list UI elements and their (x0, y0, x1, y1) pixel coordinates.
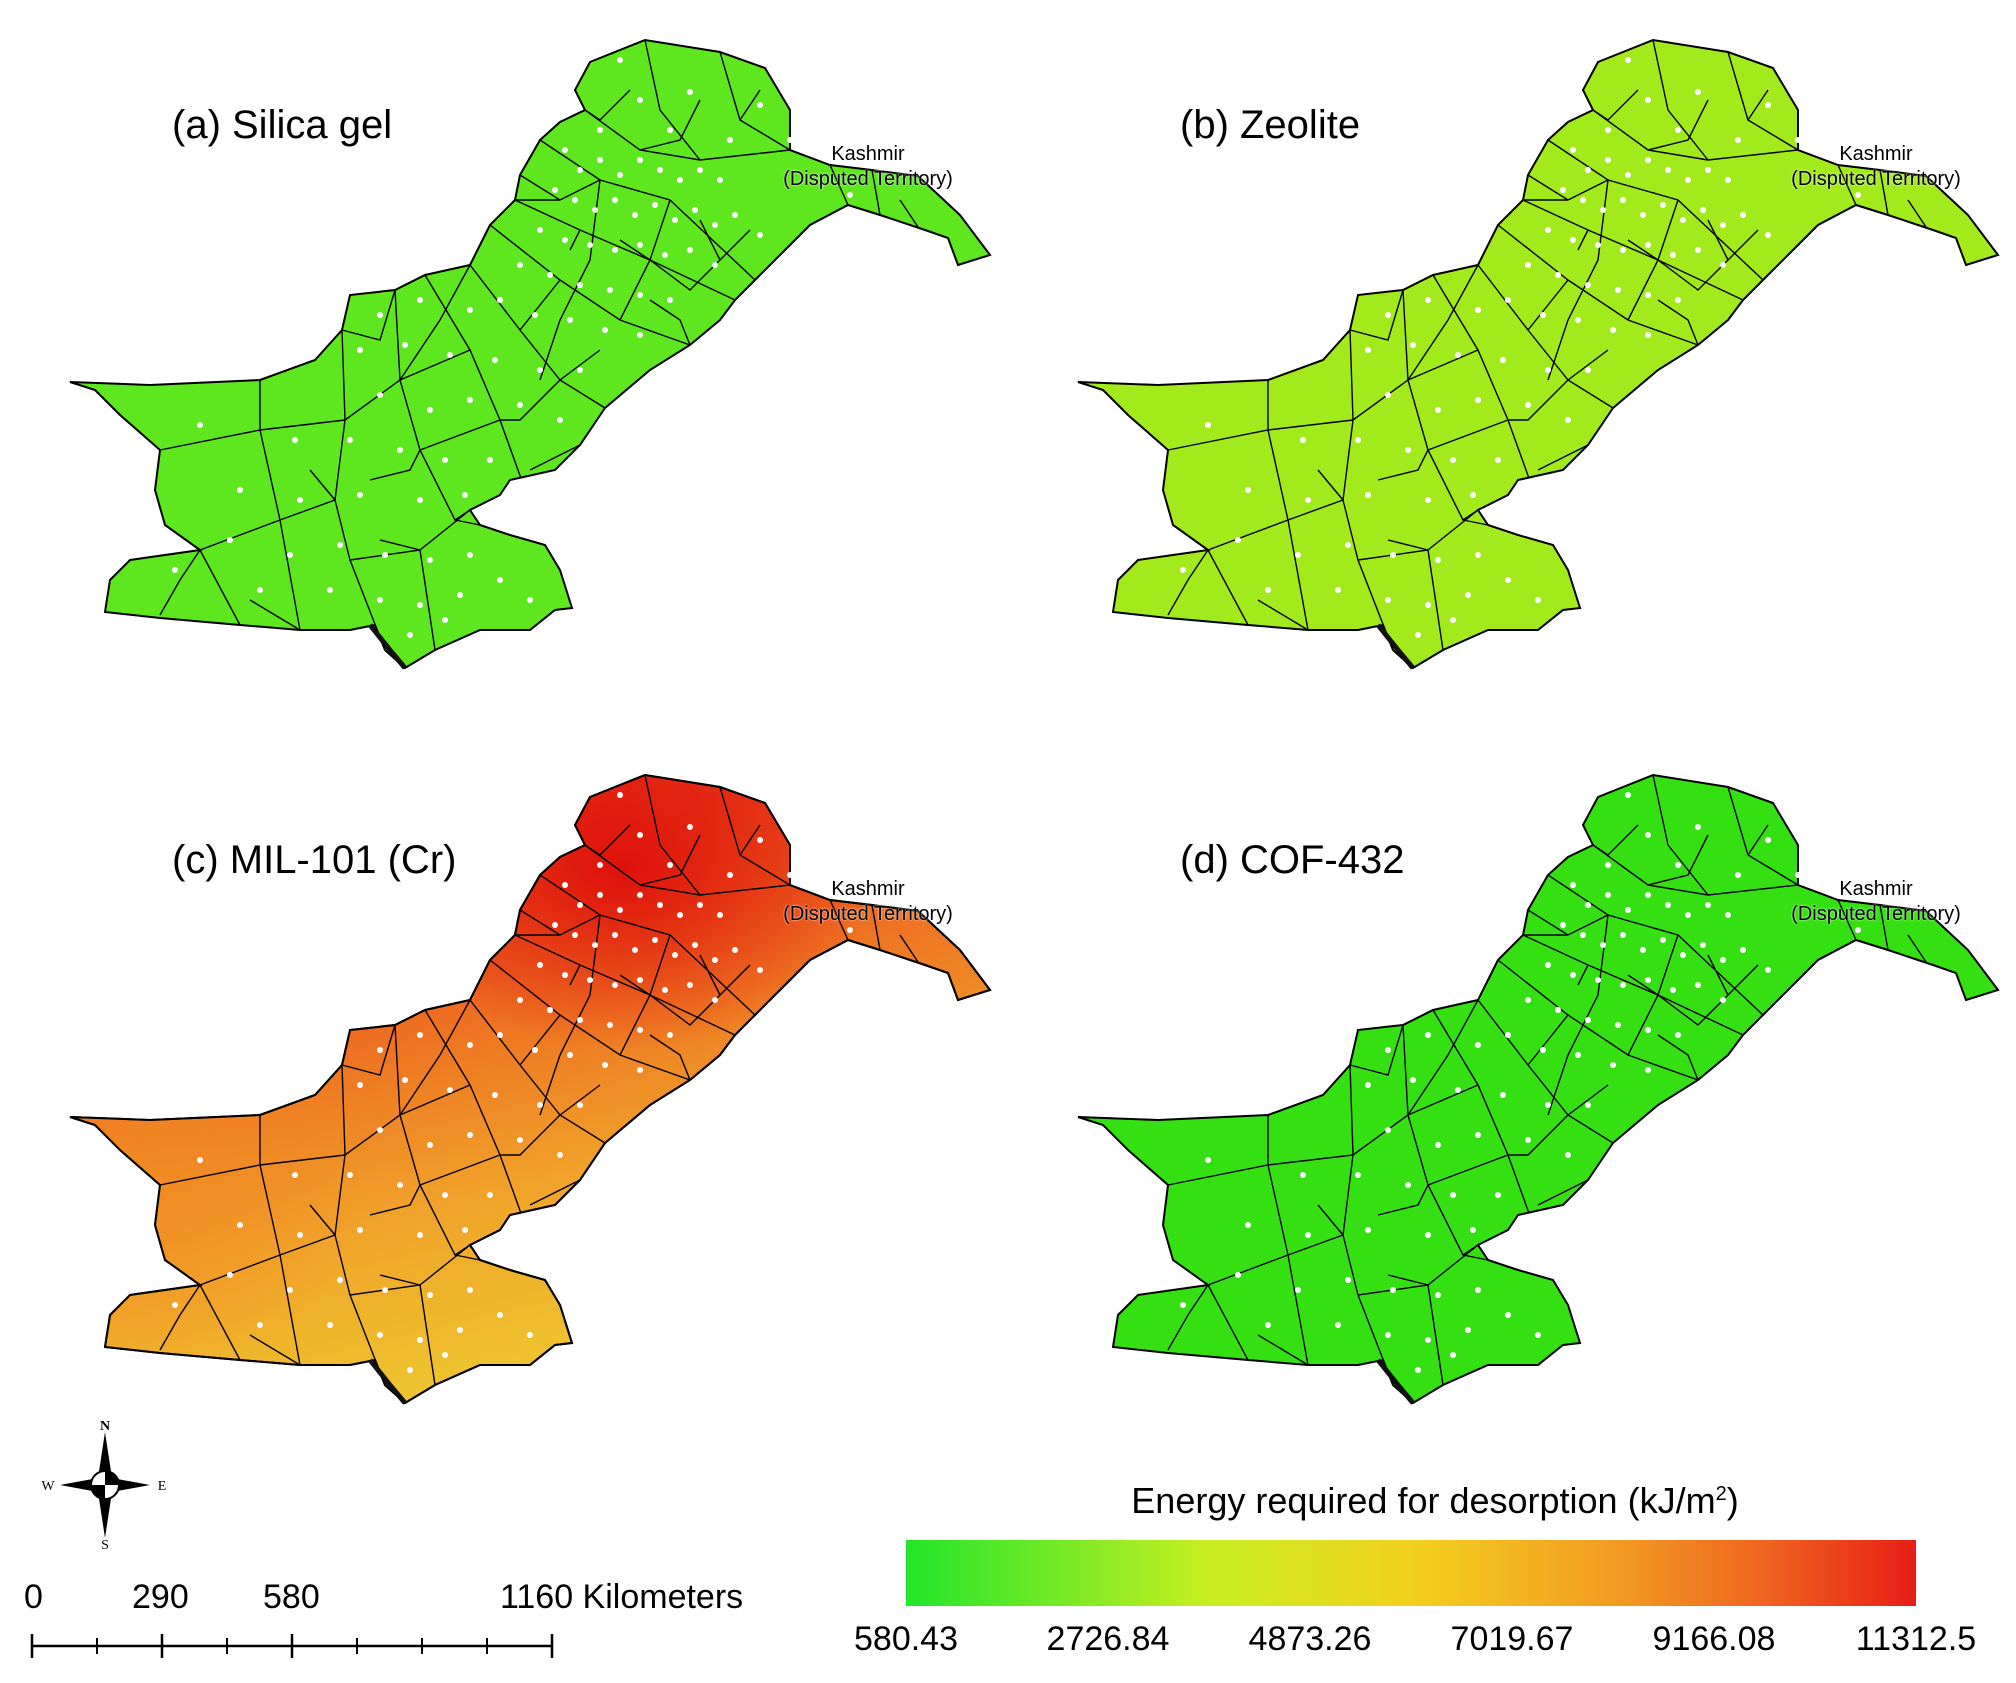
compass-east: E (158, 1479, 167, 1494)
kashmir-name: Kashmir (831, 878, 905, 900)
kashmir-note: (Disputed Territory) (783, 168, 953, 190)
compass-south: S (101, 1538, 109, 1550)
legend-tick: 9166.08 (1652, 1620, 1776, 1658)
kashmir-label: Kashmir (Disputed Territory) (1766, 142, 1986, 192)
map-panel-silica-gel: (a) Silica gel Kashmir (Disputed Territo… (0, 0, 1008, 735)
scale-label-0: 0 (24, 1578, 43, 1616)
legend-tick: 4873.26 (1248, 1620, 1372, 1658)
compass-west: W (41, 1479, 55, 1494)
legend-color-bar (906, 1540, 1916, 1606)
panel-title: (b) Zeolite (1180, 103, 1361, 147)
scale-label-290: 290 (132, 1578, 189, 1616)
pakistan-map-silica-gel (69, 39, 991, 670)
kashmir-name: Kashmir (831, 143, 905, 165)
map-panel-zeolite: (b) Zeolite Kashmir (Disputed Territory) (1008, 0, 2016, 735)
color-legend: Energy required for desorption (kJ/m2) 5… (854, 1480, 2010, 1670)
legend-tick: 580.43 (854, 1620, 958, 1658)
pakistan-map-zeolite (1077, 39, 1999, 670)
kashmir-note: (Disputed Territory) (1791, 903, 1961, 925)
kashmir-note: (Disputed Territory) (783, 903, 953, 925)
panel-title: (a) Silica gel (172, 103, 393, 147)
pakistan-map-mil-101 (69, 774, 991, 1405)
legend-title-text: Energy required for desorption (kJ/m (1131, 1480, 1716, 1521)
kashmir-label: Kashmir (Disputed Territory) (1766, 877, 1986, 927)
map-panel-mil-101: (c) MIL-101 (Cr) Kashmir (Disputed Terri… (0, 735, 1008, 1470)
map-panel-cof-432: (d) COF-432 Kashmir (Disputed Territory) (1008, 735, 2016, 1470)
kashmir-label: Kashmir (Disputed Territory) (758, 877, 978, 927)
north-arrow-icon: N S W E (40, 1419, 170, 1553)
legend-tick: 2726.84 (1046, 1620, 1170, 1658)
legend-tick: 7019.67 (1450, 1620, 1574, 1658)
panel-title: (c) MIL-101 (Cr) (172, 838, 457, 882)
kashmir-name: Kashmir (1839, 878, 1913, 900)
kashmir-label: Kashmir (Disputed Territory) (758, 142, 978, 192)
scale-label-580: 580 (263, 1578, 320, 1616)
legend-title-close: ) (1726, 1480, 1739, 1521)
legend-tick: 11312.5 (1855, 1620, 1977, 1658)
kashmir-name: Kashmir (1839, 143, 1913, 165)
pakistan-map-cof-432 (1077, 774, 1999, 1405)
panel-title: (d) COF-432 (1180, 838, 1405, 882)
compass-north: N (100, 1420, 110, 1434)
legend-title: Energy required for desorption (kJ/m2) (860, 1480, 2010, 1522)
legend-title-superscript: 2 (1715, 1483, 1727, 1505)
kashmir-note: (Disputed Territory) (1791, 168, 1961, 190)
scale-bar: 0 290 580 1160 Kilometers (20, 1570, 820, 1670)
scale-label-1160: 1160 Kilometers (500, 1578, 744, 1616)
